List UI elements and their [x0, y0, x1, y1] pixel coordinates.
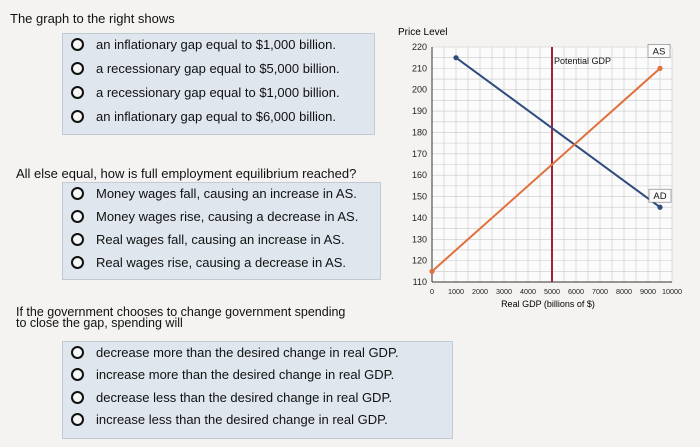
q1-option-1[interactable]: an inflationary gap equal to $1,000 bill…	[71, 37, 336, 52]
ad-curve-line	[455, 56, 661, 209]
y-tick-label: 120	[412, 256, 427, 266]
x-axis-label: Real GDP (billions of $)	[501, 299, 595, 309]
y-tick-label: 190	[412, 106, 427, 116]
option-label: decrease less than the desired change in…	[96, 390, 393, 405]
option-label: Money wages fall, causing an increase in…	[96, 186, 357, 201]
y-tick-label: 170	[412, 149, 427, 159]
q3-option-4[interactable]: increase less than the desired change in…	[71, 412, 388, 427]
ad-label: AD	[653, 191, 666, 202]
y-tick-label: 150	[412, 192, 427, 202]
y-tick-label: 210	[412, 63, 427, 73]
question-1-prompt: The graph to the right shows	[10, 11, 175, 26]
radio-button[interactable]	[71, 368, 84, 381]
radio-button[interactable]	[71, 110, 84, 123]
q1-option-2[interactable]: a recessionary gap equal to $5,000 billi…	[71, 61, 340, 76]
option-label: increase less than the desired change in…	[96, 412, 388, 427]
option-label: decrease more than the desired change in…	[96, 345, 399, 360]
x-tick-label: 5000	[544, 287, 560, 296]
option-label: an inflationary gap equal to $6,000 bill…	[96, 109, 336, 124]
option-label: increase more than the desired change in…	[96, 367, 395, 382]
radio-button[interactable]	[71, 391, 84, 404]
radio-button[interactable]	[71, 233, 84, 246]
y-tick-label: 200	[412, 85, 427, 95]
question-3-prompt: If the government chooses to change gove…	[16, 305, 346, 330]
y-tick-label: 180	[412, 127, 427, 137]
x-tick-label: 1000	[448, 287, 464, 296]
x-tick-label: 6000	[568, 287, 584, 296]
prompt-line-2: to close the gap, spending will	[16, 316, 183, 330]
option-label: a recessionary gap equal to $5,000 billi…	[96, 61, 340, 76]
option-label: an inflationary gap equal to $1,000 bill…	[96, 37, 336, 52]
prompt-line-1: If the government chooses to change gove…	[16, 305, 346, 319]
x-tick-label: 8000	[616, 287, 632, 296]
radio-button[interactable]	[71, 413, 84, 426]
as-endpoint	[657, 65, 663, 71]
q3-option-1[interactable]: decrease more than the desired change in…	[71, 345, 399, 360]
y-tick-label: 130	[412, 234, 427, 244]
x-tick-label: 9000	[640, 287, 656, 296]
radio-button[interactable]	[71, 62, 84, 75]
radio-button[interactable]	[71, 86, 84, 99]
x-tick-label: 2000	[472, 287, 488, 296]
y-axis-label: Price Level	[398, 27, 447, 38]
x-tick-label: 10000	[662, 287, 682, 296]
q3-option-2[interactable]: increase more than the desired change in…	[71, 367, 394, 382]
question-2-options: Money wages fall, causing an increase in…	[62, 182, 381, 280]
radio-button[interactable]	[71, 187, 84, 200]
q2-option-2[interactable]: Money wages rise, causing a decrease in …	[71, 209, 358, 224]
x-tick-label: 7000	[592, 287, 608, 296]
ad-label-box	[648, 188, 672, 203]
option-label: Real wages fall, causing an increase in …	[96, 232, 345, 247]
question-2-prompt: All else equal, how is full employment e…	[16, 166, 357, 181]
as-curve-line	[431, 67, 661, 273]
ad-endpoint	[453, 55, 459, 61]
as-label: AS	[653, 46, 666, 57]
q2-option-1[interactable]: Money wages fall, causing an increase in…	[71, 186, 357, 201]
option-label: Money wages rise, causing a decrease in …	[96, 209, 359, 224]
q1-option-4[interactable]: an inflationary gap equal to $6,000 bill…	[71, 109, 336, 124]
q1-option-3[interactable]: a recessionary gap equal to $1,000 billi…	[71, 85, 340, 100]
radio-button[interactable]	[71, 38, 84, 51]
q3-option-3[interactable]: decrease less than the desired change in…	[71, 390, 392, 405]
question-1-options: an inflationary gap equal to $1,000 bill…	[62, 33, 375, 135]
option-label: a recessionary gap equal to $1,000 billi…	[96, 85, 340, 100]
potential-gdp-label: Potential GDP	[554, 56, 611, 66]
y-tick-label: 110	[413, 277, 427, 287]
x-tick-label: 0	[430, 287, 434, 296]
y-tick-label: 220	[412, 42, 427, 52]
y-tick-label: 140	[412, 213, 427, 223]
option-label: Real wages rise, causing a decrease in A…	[96, 255, 347, 270]
q2-option-4[interactable]: Real wages rise, causing a decrease in A…	[71, 255, 346, 270]
radio-button[interactable]	[71, 346, 84, 359]
as-label-box	[647, 44, 671, 58]
question-3-options: decrease more than the desired change in…	[62, 341, 453, 439]
as-endpoint	[429, 268, 435, 274]
radio-button[interactable]	[71, 210, 84, 223]
x-tick-label: 3000	[496, 287, 512, 296]
x-tick-label: 4000	[520, 287, 536, 296]
chart-labels: 110 120 130 140 150 160 170 180 190 200 210 220 0 100…	[412, 42, 682, 296]
y-tick-label: 160	[412, 170, 427, 180]
q2-option-3[interactable]: Real wages fall, causing an increase in …	[71, 232, 345, 247]
ad-endpoint	[657, 204, 663, 210]
radio-button[interactable]	[71, 256, 84, 269]
chart-series	[429, 47, 663, 282]
